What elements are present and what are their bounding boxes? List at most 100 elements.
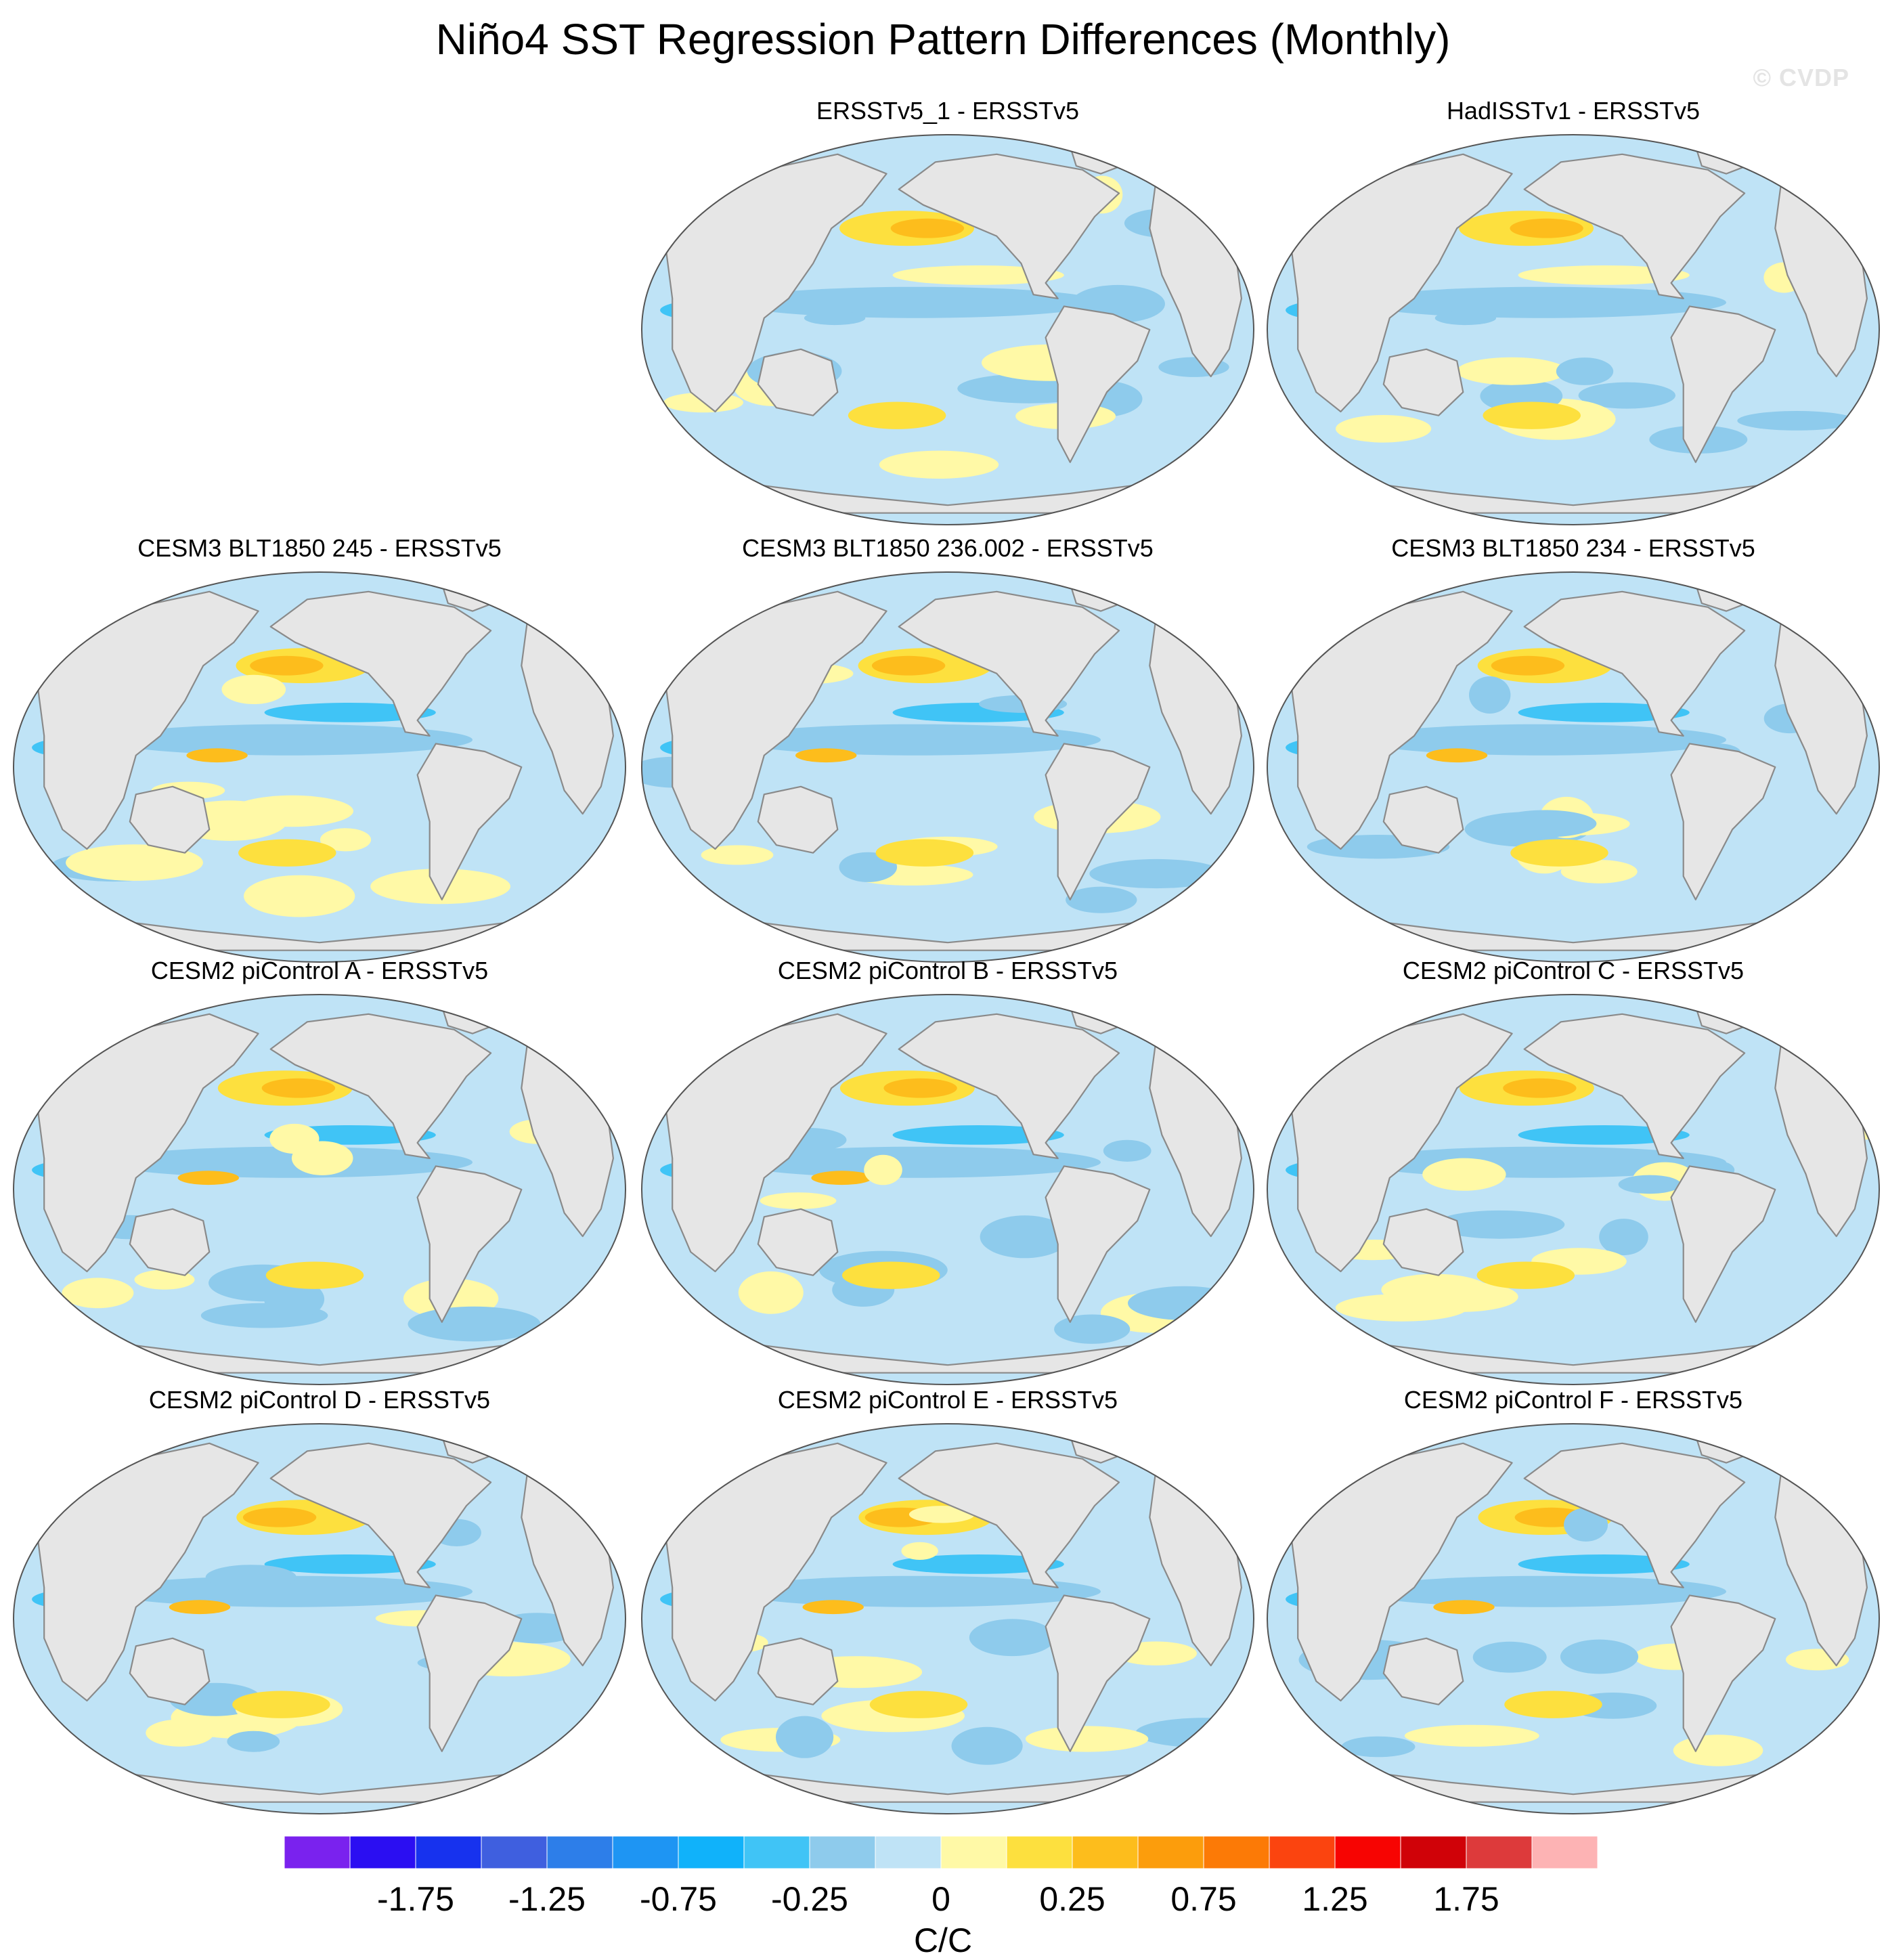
colorbar-swatch [940,1836,1007,1869]
sst-anomaly-patch [1737,411,1856,431]
sst-anomaly-patch [733,1575,1101,1607]
map-outline [1267,1423,1880,1814]
land-mass [1382,785,1464,854]
land-mass [1523,1442,1746,1588]
sst-anomaly-patch [776,1716,834,1758]
panel-title: CESM3 BLT1850 236.002 - ERSSTv5 [742,534,1154,562]
robinson-map [1267,134,1880,525]
map-outline [1267,994,1880,1385]
sst-anomaly-patch [892,265,1064,285]
sst-anomaly-patch [1564,1508,1608,1542]
sst-anomaly-patch [1336,415,1432,443]
map-outline [1267,571,1880,963]
sst-anomaly-patch [892,1554,1064,1574]
robinson-map [13,571,626,963]
sst-anomaly-patch [291,1141,353,1175]
map-outline [641,571,1254,963]
land-mass [416,1594,523,1752]
sst-anomaly-patch [733,1146,1101,1178]
sst-anomaly-patch [221,674,286,704]
robinson-map [13,994,626,1385]
sst-anomaly-patch [1456,357,1566,385]
sst-anomaly-patch [864,1154,902,1185]
sst-anomaly-patch [1103,1139,1152,1162]
sst-anomaly-patch [1089,858,1224,889]
map-panel: CESM2 piControl E - ERSSTv5 [636,1385,1259,1819]
land-mass [1523,1013,1746,1159]
land-mass [416,743,523,900]
land-mass [1045,1165,1151,1323]
sst-anomaly-patch [1434,1210,1565,1239]
sst-anomaly-patch [261,1078,336,1098]
robinson-map [641,571,1254,963]
sst-anomaly-patch [186,748,248,763]
land-mass [269,1013,492,1159]
colorbar-swatch [612,1836,679,1869]
land-mass [1382,348,1464,416]
panel-title: CESM3 BLT1850 245 - ERSSTv5 [137,534,502,562]
sst-anomaly-patch [890,218,965,238]
sst-anomaly-patch [1518,1554,1690,1574]
colorbar-swatch [1137,1836,1204,1869]
panel-title: ERSSTv5_1 - ERSSTv5 [816,97,1080,125]
sst-anomaly-patch [701,845,774,865]
sst-anomaly-patch [760,1192,837,1209]
sst-anomaly-patch [892,1125,1064,1145]
land-mass [129,785,211,854]
sst-anomaly-patch [232,1691,330,1718]
colorbar-tick-label: 0.25 [1039,1880,1105,1917]
land-mass [898,590,1120,737]
colorbar-swatch [1400,1836,1467,1869]
sst-anomaly-patch [244,875,355,917]
sst-anomaly-patch [811,1171,873,1185]
sst-anomaly-patch [1578,382,1675,409]
land-mass [1523,153,1746,299]
sst-anomaly-patch [1795,1471,1879,1489]
panel-title: HadISSTv1 - ERSSTv5 [1446,97,1701,125]
colorbar-swatch [743,1836,810,1869]
sst-anomaly-patch [969,1619,1055,1657]
sst-anomaly-patch [1054,1314,1131,1344]
sst-anomaly-patch [1422,1158,1506,1191]
sst-anomaly-patch [1504,1691,1602,1718]
sst-anomaly-patch [1556,357,1614,385]
sst-anomaly-patch [264,703,436,722]
sst-anomaly-patch [320,828,372,852]
colorbar-tick-label: -1.25 [508,1880,586,1917]
sst-anomaly-patch [265,1261,364,1289]
sst-anomaly-patch [1359,1575,1726,1607]
colorbar-swatch [678,1836,745,1869]
sst-anomaly-patch [250,655,324,676]
sst-anomaly-patch [1560,860,1638,884]
sst-anomaly-patch [1503,1078,1577,1098]
map-panel: CESM3 BLT1850 234 - ERSSTv5 [1262,533,1885,967]
sst-anomaly-patch [802,1600,864,1615]
map-outline [13,571,626,963]
map-panel: CESM3 BLT1850 236.002 - ERSSTv5 [636,533,1259,967]
land-mass [1045,743,1151,900]
sst-anomaly-patch [1066,886,1137,913]
land-mass [1382,1637,1464,1705]
robinson-map [641,1423,1254,1814]
sst-anomaly-patch [205,1565,297,1590]
sst-anomaly-patch [1599,1219,1648,1256]
land-mass [416,1165,523,1323]
sst-anomaly-patch [1518,703,1690,722]
sst-anomaly-patch [980,1215,1070,1259]
land-mass [898,153,1120,299]
sst-anomaly-patch [1673,1735,1763,1766]
land-mass [1670,743,1776,900]
robinson-map [1267,994,1880,1385]
sst-anomaly-patch [264,1554,436,1574]
colorbar-swatch [1466,1836,1533,1869]
sst-anomaly-patch [1404,1724,1539,1747]
land-mass [757,1208,839,1276]
sst-anomaly-patch [1618,1175,1681,1194]
sst-anomaly-patch [1025,1726,1149,1752]
panel-title: CESM2 piControl E - ERSSTv5 [777,1386,1118,1414]
cvdp-watermark: © CVDP [1753,64,1849,91]
sst-anomaly-patch [1434,311,1497,326]
sst-anomaly-patch [1426,748,1488,763]
sst-anomaly-patch [869,1691,968,1718]
sst-anomaly-patch [66,844,203,881]
